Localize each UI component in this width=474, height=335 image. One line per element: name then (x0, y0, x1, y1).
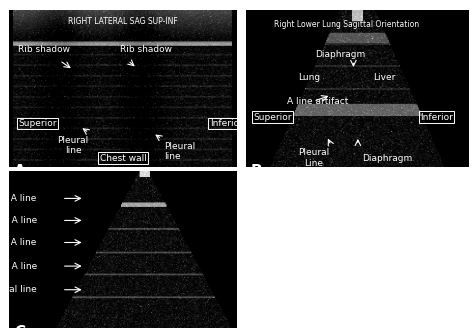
Text: Lung: Lung (298, 73, 320, 82)
Text: A: A (14, 164, 26, 179)
Text: B: B (251, 164, 263, 179)
Text: C: C (14, 325, 25, 335)
Text: Rib shadow: Rib shadow (18, 45, 70, 54)
Text: Inferior: Inferior (210, 119, 243, 128)
Text: 2ⁿᵈ A line: 2ⁿᵈ A line (0, 238, 37, 247)
Text: Liver: Liver (374, 73, 396, 82)
Text: Rib shadow: Rib shadow (120, 45, 172, 54)
Text: Pleural line: Pleural line (0, 285, 37, 294)
Text: 3ʳᵈ A line: 3ʳᵈ A line (0, 216, 37, 225)
Text: Superior: Superior (18, 119, 57, 128)
Text: Superior: Superior (253, 113, 292, 122)
Text: RIGHT LATERAL SAG SUP-INF: RIGHT LATERAL SAG SUP-INF (68, 16, 178, 25)
Text: 4ᵗʰ A line: 4ᵗʰ A line (0, 194, 37, 203)
Text: Inferior: Inferior (420, 113, 453, 122)
Text: Diaphragm: Diaphragm (362, 153, 412, 162)
Text: 1ˢᵗ A line: 1ˢᵗ A line (0, 262, 37, 271)
Text: Right Lower Lung Sagittal Orientation: Right Lower Lung Sagittal Orientation (274, 20, 419, 29)
Text: Pleural
line: Pleural line (57, 136, 89, 155)
Text: Pleural
line: Pleural line (164, 142, 195, 161)
Text: Chest wall: Chest wall (100, 153, 146, 162)
Text: A line artifact: A line artifact (287, 97, 348, 106)
Text: Pleural
Line: Pleural Line (298, 148, 329, 168)
Text: Diaphragm: Diaphragm (315, 50, 365, 59)
